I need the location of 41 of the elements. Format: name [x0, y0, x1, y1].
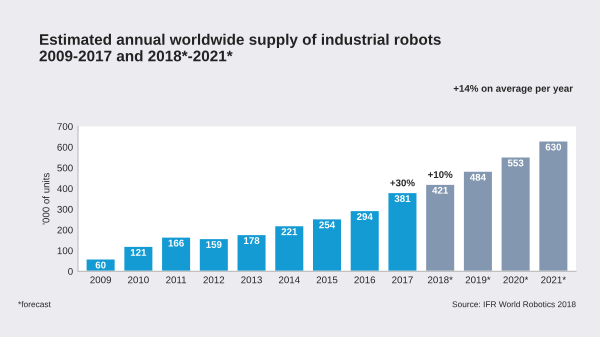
x-tick-label: 2021*: [541, 276, 566, 284]
text: *forecast: [18, 301, 51, 308]
annotation: +30%: [390, 179, 415, 186]
data-label: 121: [130, 248, 146, 256]
x-tick-label: 2019*: [466, 276, 490, 284]
x-tick-label: 2013: [241, 276, 262, 284]
y-tick-label: 200: [57, 226, 73, 234]
data-label: 553: [508, 160, 524, 166]
x-tick-label: 2018*: [428, 276, 453, 284]
y-tick-label: 600: [57, 144, 73, 151]
y-axis-title: '000 of units: [42, 173, 50, 224]
data-label: 381: [394, 195, 410, 202]
y-tick-label: 100: [58, 247, 73, 254]
chart-title: Estimated annual worldwide supply of industrial robots 2009-2017 and 2018*-2021*: [40, 34, 441, 62]
annotation: +10%: [428, 171, 452, 178]
x-tick-label: 2020*: [503, 276, 528, 284]
y-tick-label: 500: [57, 164, 73, 172]
source-note: Source: IFR World Robotics 2018: [452, 301, 576, 308]
data-label: 484: [470, 174, 486, 181]
x-tick-label: 2017: [392, 276, 413, 284]
text: +14% on average per year: [454, 85, 573, 94]
data-label: 60: [96, 262, 106, 268]
x-tick-label: 2009: [90, 276, 111, 284]
x-tick-label: 2015: [316, 276, 338, 284]
y-tick-label: 300: [57, 206, 73, 213]
x-tick-label: 2012: [203, 276, 224, 284]
x-tick-label: 2011: [166, 276, 186, 284]
y-tick-label: 700: [57, 123, 73, 130]
data-label: 294: [356, 213, 373, 220]
x-tick-label: 2014: [278, 276, 300, 284]
data-label: 221: [282, 228, 298, 236]
data-label: 630: [546, 144, 562, 151]
data-label: 254: [319, 221, 336, 228]
y-tick-label: 400: [57, 185, 73, 192]
data-label: 421: [432, 186, 448, 194]
y-tick-label: 0: [68, 268, 73, 275]
x-tick-label: 2016: [354, 276, 376, 284]
data-label: 159: [206, 241, 222, 248]
data-label: 166: [168, 240, 184, 247]
data-label: 178: [244, 237, 260, 244]
x-tick-label: 2010: [128, 276, 149, 284]
